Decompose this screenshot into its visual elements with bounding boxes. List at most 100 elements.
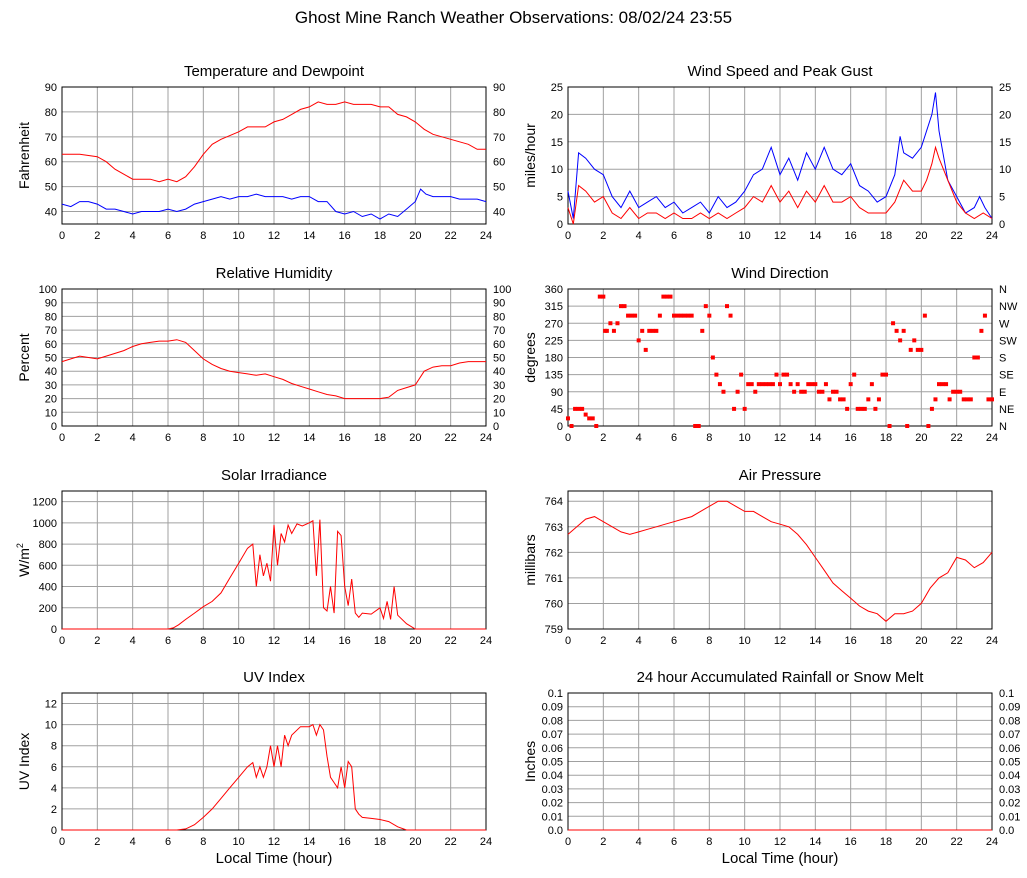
data-point (721, 389, 726, 394)
data-point (672, 313, 676, 318)
x-tick-label: 2 (600, 836, 606, 848)
y-right-tick-label: 50 (493, 182, 505, 194)
data-point (979, 328, 984, 333)
x-tick-label: 24 (986, 836, 998, 848)
y-tick-label: 30 (45, 380, 57, 392)
x-tick-label: 22 (951, 230, 963, 242)
series-line-2 (567, 145, 993, 225)
x-tick-label: 18 (880, 230, 892, 242)
x-tick-label: 2 (600, 230, 606, 242)
x-tick-label: 16 (845, 432, 857, 444)
chart-title: Solar Irradiance (221, 467, 327, 484)
y-right-tick-label: N (999, 284, 1007, 296)
y-tick-label: 0.08 (542, 715, 563, 727)
y-right-tick-label: W (999, 318, 1010, 330)
y-right-tick-label: SE (999, 370, 1014, 382)
chart-title: Temperature and Dewpoint (184, 63, 365, 80)
x-tick-label: 2 (94, 432, 100, 444)
y-right-tick-label: S (999, 353, 1006, 365)
y-right-tick-label: 70 (493, 132, 505, 144)
y-tick-label: 50 (45, 182, 57, 194)
data-point (915, 347, 920, 352)
x-tick-label: 0 (59, 230, 65, 242)
x-tick-label: 12 (774, 432, 786, 444)
x-axis-label: Local Time (hour) (722, 850, 839, 867)
plot-frame (567, 288, 993, 427)
y-tick-label: 60 (45, 339, 57, 351)
y-tick-label: 400 (39, 582, 57, 594)
data-point (919, 347, 924, 352)
data-point (891, 321, 896, 326)
data-point (965, 397, 970, 402)
x-tick-label: 16 (845, 836, 857, 848)
x-tick-label: 14 (303, 432, 315, 444)
x-tick-label: 12 (268, 230, 280, 242)
data-point (905, 424, 910, 428)
data-point (795, 382, 800, 387)
y-right-tick-label: 80 (493, 107, 505, 119)
y-right-tick-label: 0.1 (999, 688, 1014, 700)
data-point (968, 397, 973, 402)
x-tick-label: 16 (845, 635, 857, 647)
y-tick-label: 200 (39, 603, 57, 615)
y-right-tick-label: 10 (493, 407, 505, 419)
x-tick-label: 6 (165, 836, 171, 848)
y-tick-label: 12 (45, 699, 57, 711)
x-tick-label: 18 (374, 836, 386, 848)
data-point (876, 397, 881, 402)
x-tick-label: 12 (268, 836, 280, 848)
y-tick-label: 40 (45, 207, 57, 219)
y-tick-label: 225 (545, 335, 563, 347)
data-point (781, 372, 786, 377)
data-point (792, 389, 797, 394)
data-point (767, 382, 772, 387)
y-tick-label: 180 (545, 353, 563, 365)
y-tick-label: 0.01 (542, 811, 563, 823)
x-tick-label: 20 (915, 836, 927, 848)
x-tick-label: 0 (59, 635, 65, 647)
x-tick-label: 16 (339, 635, 351, 647)
data-point (958, 389, 963, 394)
x-tick-label: 18 (374, 635, 386, 647)
x-tick-label: 22 (445, 836, 457, 848)
y-tick-label: 270 (545, 318, 563, 330)
plot-frame (567, 490, 993, 630)
y-tick-label: 800 (39, 539, 57, 551)
series-line-1 (62, 723, 486, 831)
data-point (859, 406, 864, 411)
data-point (682, 313, 687, 318)
data-point (809, 382, 814, 387)
y-axis-label: millibars (522, 534, 538, 585)
x-tick-label: 14 (809, 836, 821, 848)
data-point (693, 424, 698, 428)
data-point (827, 397, 832, 402)
y-tick-label: 1200 (33, 497, 57, 509)
x-tick-label: 4 (130, 836, 136, 848)
y-right-tick-label: 0 (999, 219, 1005, 231)
y-tick-label: 20 (45, 394, 57, 406)
page-title: Ghost Mine Ranch Weather Observations: 0… (294, 8, 733, 27)
data-point (898, 338, 903, 343)
series-line-1 (567, 500, 993, 622)
x-tick-label: 10 (233, 836, 245, 848)
data-point (569, 424, 574, 428)
x-tick-label: 16 (845, 230, 857, 242)
y-tick-label: 70 (45, 325, 57, 337)
y-tick-label: 10 (45, 720, 57, 732)
x-tick-label: 10 (739, 836, 751, 848)
data-point (679, 313, 684, 318)
x-tick-label: 6 (165, 230, 171, 242)
y-tick-label: 0.05 (542, 757, 563, 769)
data-point (834, 389, 839, 394)
y-right-tick-label: NE (999, 404, 1014, 416)
y-right-tick-label: 0 (493, 421, 499, 433)
y-tick-label: 4 (51, 783, 57, 795)
plot-frame (61, 86, 487, 225)
data-point (894, 328, 899, 333)
chart-title: UV Index (243, 669, 305, 686)
data-point (884, 372, 888, 377)
x-tick-label: 24 (480, 836, 492, 848)
x-tick-label: 18 (880, 635, 892, 647)
data-point (619, 304, 623, 309)
data-point (725, 304, 729, 309)
